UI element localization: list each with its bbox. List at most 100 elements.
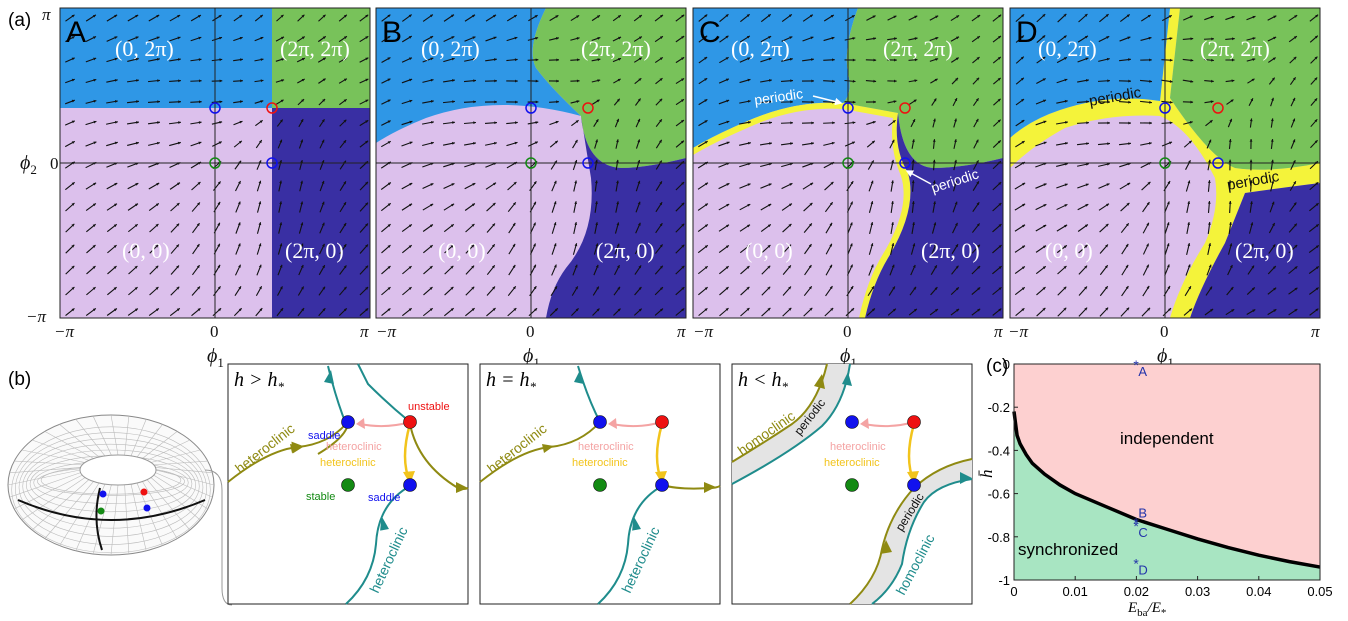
unstable-point xyxy=(403,415,417,429)
vector-arrow-head xyxy=(934,78,938,82)
vector-arrow-head xyxy=(829,222,833,226)
vector-arrow-head xyxy=(747,141,751,145)
vector-arrow-head xyxy=(471,223,475,227)
vector-arrow-head xyxy=(301,78,305,82)
vector-arrow-head xyxy=(1149,100,1152,104)
vector-arrow-head xyxy=(1250,222,1254,226)
vector-arrow-head xyxy=(135,14,139,18)
vector-arrow-head xyxy=(239,15,243,18)
chart-frame xyxy=(1013,363,1321,581)
vector-arrow-head xyxy=(1293,56,1297,60)
vector-arrow-head xyxy=(870,243,874,247)
vector-arrow-head xyxy=(93,36,97,39)
vector-arrow-head xyxy=(811,100,814,104)
vector-arrow-head xyxy=(300,180,304,184)
torus-spoke xyxy=(7,469,81,486)
vector-arrow-head xyxy=(473,141,476,145)
vector-arrow-head xyxy=(176,286,180,290)
vector-arrow-head xyxy=(1189,121,1193,124)
region-label-bl: (0, 0) xyxy=(745,238,793,263)
vector-arrow-head xyxy=(198,36,202,40)
vector-arrow-head xyxy=(514,58,518,62)
vector-arrow-head xyxy=(1251,78,1255,82)
vector-arrow-head xyxy=(515,79,518,83)
vector-arrow-head xyxy=(574,243,578,247)
vector-arrow-head xyxy=(934,309,938,312)
vector-arrow-head xyxy=(450,224,454,228)
vector-field xyxy=(1014,13,1320,317)
vector-arrow-head xyxy=(1272,244,1276,248)
vector-arrow-head xyxy=(156,15,160,18)
vector-arrow-head xyxy=(1315,287,1319,291)
vector-arrow-head xyxy=(595,222,599,226)
vector-arrow-head xyxy=(1294,15,1298,18)
vector-arrow-head xyxy=(637,139,641,143)
vector-arrow-head xyxy=(768,183,772,187)
vector-arrow-head xyxy=(768,36,772,39)
vector-arrow-head xyxy=(1085,183,1089,187)
vector-arrow-head xyxy=(1169,80,1173,83)
vector-arrow-head xyxy=(71,99,75,103)
vector-arrow-head xyxy=(704,14,708,18)
fixed-point-unstable xyxy=(1212,102,1224,114)
vector-arrow-head xyxy=(1063,35,1067,39)
vector-arrow-head xyxy=(997,56,1001,60)
vector-arrow-head xyxy=(914,37,918,40)
vector-arrow-head xyxy=(1208,243,1212,247)
vector-arrow-head xyxy=(493,141,497,145)
vector-arrow-head xyxy=(279,264,283,268)
vector-arrow-head xyxy=(659,223,663,227)
x-tick-label: 0 xyxy=(1010,584,1017,599)
vector-arrow-head xyxy=(513,181,517,185)
vector-arrow-head xyxy=(681,308,685,312)
vector-arrow-head xyxy=(1106,36,1110,39)
label-stable: stable xyxy=(306,491,335,503)
vector-arrow-head xyxy=(616,222,620,226)
vector-arrow-head xyxy=(747,224,750,228)
vector-arrow-head xyxy=(1270,139,1274,142)
arrow-head xyxy=(403,471,415,484)
vector-arrow-head xyxy=(553,264,557,268)
vector-arrow-head xyxy=(998,224,1002,227)
vector-arrow-head xyxy=(430,203,434,207)
vector-arrow-head xyxy=(574,180,578,184)
x-tick-label: 0.02 xyxy=(1124,584,1149,599)
vector-arrow-head xyxy=(492,14,496,18)
vector-arrow-head xyxy=(1125,243,1129,247)
vector-arrow-head xyxy=(409,141,413,145)
vector-arrow-head xyxy=(1230,99,1234,103)
vector-arrow-head xyxy=(850,201,853,205)
vector-arrow-head xyxy=(747,99,751,103)
vector-arrow-head xyxy=(1106,57,1110,61)
region-label-br: (2π, 0) xyxy=(921,238,980,263)
vector-arrow-head xyxy=(1228,139,1232,142)
vector-arrow-head xyxy=(638,244,641,248)
vector-arrow-head xyxy=(343,202,346,206)
vector-arrow-head xyxy=(997,98,1001,102)
vector-arrow-head xyxy=(198,100,202,104)
vector-arrow-head xyxy=(515,100,518,104)
vector-arrow-head xyxy=(913,99,917,103)
diagram-title: h > h* xyxy=(234,369,285,394)
vector-arrow-head xyxy=(892,120,896,123)
vector-arrow-head xyxy=(1128,79,1131,83)
vector-arrow-head xyxy=(849,243,853,247)
vector-arrow-head xyxy=(1271,159,1274,163)
x-tick-C-zero: 0 xyxy=(843,322,852,341)
vector-arrow-head xyxy=(113,266,117,269)
vector-arrow-head xyxy=(725,57,729,60)
vector-arrow-head xyxy=(1021,287,1025,291)
vector-arrow-head xyxy=(955,222,958,226)
vector-arrow-head xyxy=(1231,309,1235,312)
vector-arrow-head xyxy=(1211,37,1214,41)
vector-arrow-head xyxy=(135,36,139,40)
vector-arrow-head xyxy=(1294,244,1298,248)
vector-arrow-head xyxy=(279,139,283,143)
vector-arrow-head xyxy=(1273,287,1277,291)
y-axis-label-main: ϕ xyxy=(20,152,30,174)
vector-arrow-head xyxy=(725,78,729,82)
vector-arrow-head xyxy=(977,244,980,248)
vector-arrow-head xyxy=(726,120,730,124)
point-marker: * xyxy=(1133,515,1139,531)
vector-arrow-head xyxy=(343,181,346,185)
